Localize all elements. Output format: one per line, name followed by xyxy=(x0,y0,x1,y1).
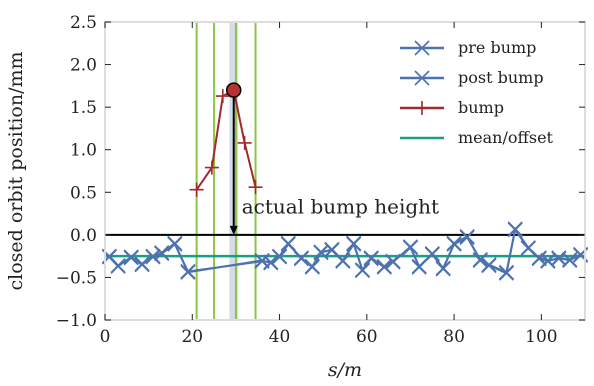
bump-height-arrow-head xyxy=(229,225,238,235)
annotation-label: actual bump height xyxy=(242,195,439,219)
legend-label: mean/offset xyxy=(458,128,554,147)
axes-layer: 0 20 40 60 80 100 −1.0 −0.5 0.0 0.5 1.0 1.5 2.0 2.5 s/… xyxy=(5,13,585,381)
data-point xyxy=(507,222,523,238)
y-tick-label: 2.5 xyxy=(70,13,97,33)
data-point xyxy=(346,236,362,252)
data-point xyxy=(215,89,230,104)
data-point xyxy=(167,236,183,252)
data-point xyxy=(293,250,309,266)
legend-item: bump xyxy=(400,98,504,117)
data-point xyxy=(363,251,379,267)
annotation-layer: actual bump height xyxy=(225,82,439,235)
x-tick-label: 80 xyxy=(443,327,465,347)
data-point xyxy=(123,249,139,265)
legend-label: post bump xyxy=(458,68,544,87)
vertical-lines-layer xyxy=(195,22,257,320)
data-point xyxy=(446,236,462,252)
data-point xyxy=(271,249,288,265)
data-point xyxy=(562,251,578,268)
legend-item: post bump xyxy=(400,68,544,87)
y-tick-label: −0.5 xyxy=(56,268,97,288)
data-point xyxy=(402,240,419,256)
series-post-bump xyxy=(101,222,589,280)
y-tick-label: −1.0 xyxy=(56,311,97,331)
y-axis-label: closed orbit position/mm xyxy=(5,51,27,290)
data-point xyxy=(313,245,329,261)
data-point xyxy=(145,249,161,265)
data-point xyxy=(248,180,263,195)
legend-item: mean/offset xyxy=(400,128,554,147)
data-point xyxy=(498,264,515,280)
data-point xyxy=(354,262,371,278)
data-point xyxy=(189,182,204,197)
x-tick-label: 20 xyxy=(181,327,203,347)
data-point xyxy=(134,256,150,272)
legend-marker xyxy=(414,70,430,86)
y-tick-label: 0.5 xyxy=(70,183,97,203)
x-axis-label: s/m xyxy=(328,359,362,381)
data-point xyxy=(472,251,488,268)
y-tick-label: 0.0 xyxy=(70,226,97,246)
data-point xyxy=(376,258,392,274)
data-point xyxy=(154,246,170,262)
legend: pre bump post bump bump mean/offset xyxy=(400,38,554,147)
data-point xyxy=(481,257,497,273)
data-point xyxy=(335,252,351,268)
data-point xyxy=(304,259,320,275)
y-tick-label: 1.0 xyxy=(70,141,97,161)
series-line xyxy=(108,228,581,274)
legend-marker xyxy=(414,40,430,56)
x-tick-label: 60 xyxy=(356,327,378,347)
bump-peak-marker xyxy=(225,82,242,98)
data-point xyxy=(180,263,196,280)
data-point xyxy=(520,240,536,257)
y-tick-label: 1.5 xyxy=(70,98,97,118)
x-tick-label: 40 xyxy=(269,327,291,347)
legend-label: pre bump xyxy=(458,38,536,57)
data-point xyxy=(263,254,279,270)
x-tick-label: 100 xyxy=(525,327,557,347)
plot-border xyxy=(104,21,586,321)
legend-label: bump xyxy=(458,98,504,117)
series-bump xyxy=(189,83,263,197)
legend-marker xyxy=(415,101,429,115)
data-point xyxy=(531,250,547,266)
x-tick-label: 0 xyxy=(100,327,111,347)
data-point xyxy=(204,160,219,175)
series-layer xyxy=(101,83,589,281)
legend-item: pre bump xyxy=(400,38,536,57)
data-point xyxy=(237,135,252,150)
data-point xyxy=(435,260,451,276)
data-point xyxy=(424,246,440,263)
series-line xyxy=(195,89,257,191)
data-point xyxy=(280,236,296,252)
data-point xyxy=(110,258,126,274)
plot-frame xyxy=(104,21,586,321)
data-point xyxy=(411,258,427,274)
data-point xyxy=(385,253,401,269)
data-point xyxy=(459,229,475,245)
y-tick-label: 2.0 xyxy=(70,56,97,76)
